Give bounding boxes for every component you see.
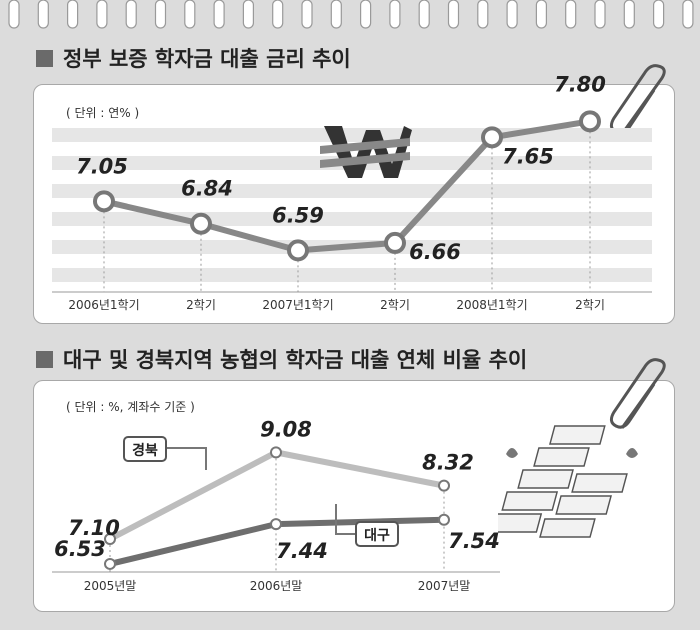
delinquency-title-text: 대구 및 경북지역 농협의 학자금 대출 연체 비율 추이 — [63, 348, 528, 372]
chart2-unit-label: ( 단위 : %, 계좌수 기준 ) — [66, 400, 195, 414]
data-point — [93, 190, 115, 213]
callout-box — [355, 521, 399, 547]
data-point — [270, 446, 282, 459]
data-point — [104, 557, 116, 570]
data-label: 7.10 — [68, 516, 120, 540]
binder-ring — [535, 0, 547, 29]
interest-rate-series-line — [103, 118, 591, 254]
won-symbol-icon — [320, 126, 412, 178]
binder-ring — [682, 0, 694, 29]
binder-ring — [184, 0, 196, 29]
data-label: 7.05 — [76, 154, 128, 178]
background-band — [52, 268, 652, 282]
binder-ring — [565, 0, 577, 29]
binder-ring — [37, 0, 49, 29]
data-point — [384, 231, 406, 254]
x-tick-label: 2006년말 — [250, 579, 303, 593]
binder-ring — [125, 0, 137, 29]
data-label: 6.53 — [54, 537, 106, 561]
binder-ring — [594, 0, 606, 29]
binder-ring — [330, 0, 342, 29]
x-tick-label: 2학기 — [575, 298, 605, 312]
binder-ring — [418, 0, 430, 29]
series-name-callout: 대구 — [335, 504, 399, 547]
x-tick-label: 2학기 — [186, 298, 216, 312]
x-tick-label: 2006년1학기 — [68, 298, 139, 312]
callout-leader — [164, 447, 207, 470]
binder-rings — [8, 0, 694, 29]
data-point — [190, 212, 212, 235]
binder-ring — [360, 0, 372, 29]
data-point — [270, 518, 282, 531]
binder-ring — [67, 0, 79, 29]
x-tick-label: 2007년말 — [418, 579, 471, 593]
interest-rate-title-text: 정부 보증 학자금 대출 금리 추이 — [63, 47, 351, 71]
binder-ring — [653, 0, 665, 29]
data-label: 7.65 — [502, 144, 554, 168]
data-label: 7.44 — [276, 539, 328, 563]
binder-ring — [154, 0, 167, 29]
title-marker-icon — [36, 49, 53, 67]
binder-ring — [213, 0, 225, 29]
callout-leader — [335, 504, 356, 535]
data-label: 9.08 — [260, 417, 312, 441]
money-stack-icon — [498, 425, 638, 538]
data-point — [579, 110, 601, 133]
data-label: 7.80 — [554, 72, 606, 96]
binder-ring — [389, 0, 401, 29]
binder-ring — [8, 0, 20, 29]
x-tick-label: 2학기 — [380, 298, 410, 312]
binder-ring — [447, 0, 460, 29]
callout-box — [123, 436, 167, 462]
data-label: 6.59 — [272, 203, 324, 227]
x-tick-label: 2005년말 — [84, 579, 137, 593]
data-label: 6.66 — [409, 240, 461, 264]
data-label: 6.84 — [181, 177, 233, 201]
data-point — [287, 239, 309, 262]
binder-ring — [623, 0, 635, 29]
x-tick-label: 2007년1학기 — [262, 298, 333, 312]
binder-ring — [506, 0, 518, 29]
data-point — [438, 479, 450, 492]
data-point — [438, 513, 450, 526]
binder-ring — [272, 0, 284, 29]
series-name-callout: 경북 — [123, 436, 207, 470]
series-name-label: 경북 — [132, 442, 158, 459]
binder-ring — [477, 0, 489, 29]
interest-rate-chart-title: 정부 보증 학자금 대출 금리 추이 — [36, 43, 351, 73]
delinquency-chart-title: 대구 및 경북지역 농협의 학자금 대출 연체 비율 추이 — [36, 344, 527, 374]
chart1-unit-label: ( 단위 : 연% ) — [66, 106, 140, 120]
binder-ring — [301, 0, 313, 29]
data-label: 8.32 — [422, 451, 474, 475]
binder-ring — [242, 0, 254, 29]
series-name-label: 대구 — [364, 528, 390, 544]
data-point — [481, 126, 503, 149]
background-band — [52, 184, 652, 198]
data-label: 7.54 — [448, 529, 500, 553]
binder-ring — [96, 0, 108, 29]
title-marker-icon — [36, 350, 53, 368]
data-point — [104, 533, 116, 545]
paperclip-icon — [609, 358, 666, 429]
x-tick-label: 2008년1학기 — [456, 298, 527, 312]
